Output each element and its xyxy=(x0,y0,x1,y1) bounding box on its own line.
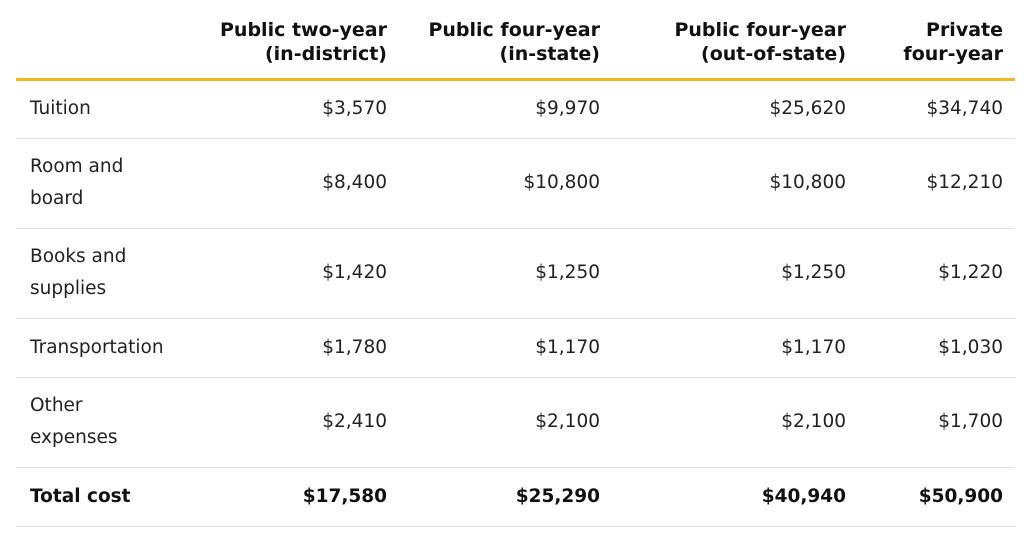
row-label: Other expenses xyxy=(16,377,202,468)
cell-value: $2,100 xyxy=(612,377,858,468)
row-label: Transportation xyxy=(16,318,202,378)
cell-value: $2,100 xyxy=(399,377,612,468)
header-public-four-year-out-of-state: Public four-year (out-of-state) xyxy=(612,0,858,81)
cost-table-container: Public two-year (in-district) Public fou… xyxy=(16,0,1015,527)
table-row-other-expenses: Other expenses $2,410 $2,100 $2,100 $1,7… xyxy=(16,377,1015,468)
row-label: Books and supplies xyxy=(16,228,202,319)
cell-value: $1,030 xyxy=(858,318,1015,378)
cell-value: $2,410 xyxy=(202,377,399,468)
table-header-row: Public two-year (in-district) Public fou… xyxy=(16,0,1015,81)
row-label: Room and board xyxy=(16,138,202,229)
cell-value: $9,970 xyxy=(399,79,612,139)
cell-value: $1,780 xyxy=(202,318,399,378)
table-row-books-and-supplies: Books and supplies $1,420 $1,250 $1,250 … xyxy=(16,228,1015,319)
total-value: $25,290 xyxy=(399,467,612,527)
cell-value: $1,170 xyxy=(612,318,858,378)
total-value: $17,580 xyxy=(202,467,399,527)
cell-value: $10,800 xyxy=(399,138,612,229)
header-public-four-year-in-state: Public four-year (in-state) xyxy=(399,0,612,81)
table-row-transportation: Transportation $1,780 $1,170 $1,170 $1,0… xyxy=(16,318,1015,378)
cell-value: $1,220 xyxy=(858,228,1015,319)
total-value: $50,900 xyxy=(858,467,1015,527)
cell-value: $3,570 xyxy=(202,79,399,139)
cell-value: $34,740 xyxy=(858,79,1015,139)
college-cost-table: Public two-year (in-district) Public fou… xyxy=(16,0,1015,527)
header-public-two-year: Public two-year (in-district) xyxy=(202,0,399,81)
total-value: $40,940 xyxy=(612,467,858,527)
header-private-four-year: Private four-year xyxy=(858,0,1015,81)
cell-value: $12,210 xyxy=(858,138,1015,229)
total-label: Total cost xyxy=(16,467,202,527)
cell-value: $1,420 xyxy=(202,228,399,319)
cell-value: $1,170 xyxy=(399,318,612,378)
table-row-total-cost: Total cost $17,580 $25,290 $40,940 $50,9… xyxy=(16,467,1015,527)
cell-value: $1,250 xyxy=(612,228,858,319)
cell-value: $1,700 xyxy=(858,377,1015,468)
cell-value: $10,800 xyxy=(612,138,858,229)
cell-value: $8,400 xyxy=(202,138,399,229)
table-row-room-and-board: Room and board $8,400 $10,800 $10,800 $1… xyxy=(16,138,1015,229)
header-blank xyxy=(16,0,202,81)
cell-value: $25,620 xyxy=(612,79,858,139)
row-label: Tuition xyxy=(16,79,202,139)
table-row-tuition: Tuition $3,570 $9,970 $25,620 $34,740 xyxy=(16,79,1015,139)
cell-value: $1,250 xyxy=(399,228,612,319)
